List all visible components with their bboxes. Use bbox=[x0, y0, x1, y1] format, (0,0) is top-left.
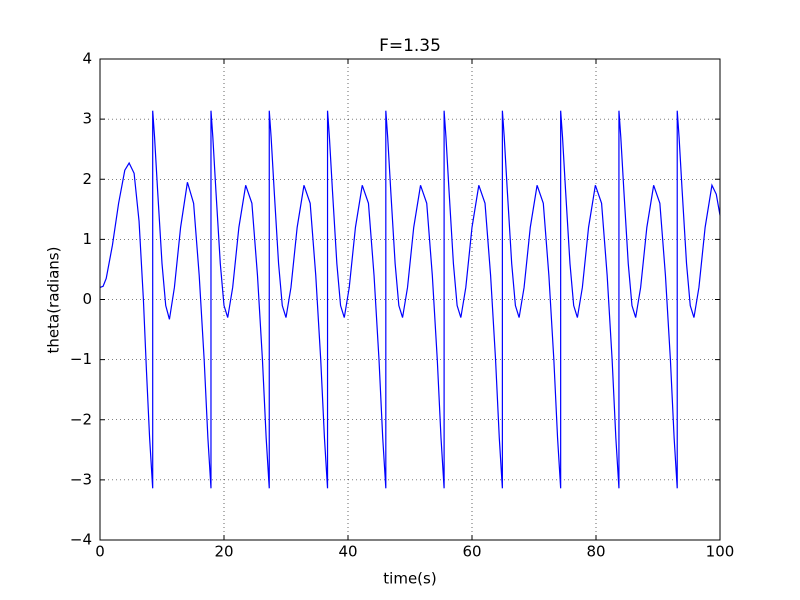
y-tick-label: 2 bbox=[82, 170, 92, 188]
y-tick-label: −4 bbox=[70, 531, 92, 549]
x-tick-label: 60 bbox=[462, 543, 481, 561]
x-tick-label: 0 bbox=[95, 543, 105, 561]
x-tick-label: 20 bbox=[214, 543, 233, 561]
x-tick-label: 100 bbox=[706, 543, 735, 561]
chart-title: F=1.35 bbox=[379, 36, 441, 56]
y-tick-label: 1 bbox=[82, 230, 92, 248]
x-axis-label: time(s) bbox=[383, 570, 436, 588]
x-tick-label: 40 bbox=[338, 543, 357, 561]
y-axis-label: theta(radians) bbox=[45, 247, 63, 354]
plot-frame bbox=[99, 58, 721, 541]
y-tick-label: 3 bbox=[82, 110, 92, 128]
y-tick-label: −1 bbox=[70, 350, 92, 368]
y-tick-label: −3 bbox=[70, 470, 92, 488]
y-tick-label: −2 bbox=[70, 410, 92, 428]
x-tick-label: 80 bbox=[586, 543, 605, 561]
data-line bbox=[99, 110, 721, 489]
y-tick-label: 0 bbox=[82, 290, 92, 308]
y-tick-label: 4 bbox=[82, 50, 92, 68]
